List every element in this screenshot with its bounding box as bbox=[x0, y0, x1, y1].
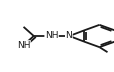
Text: NH: NH bbox=[17, 41, 30, 50]
Text: NH: NH bbox=[44, 32, 58, 40]
Text: N: N bbox=[65, 31, 72, 40]
Text: S: S bbox=[65, 32, 71, 41]
